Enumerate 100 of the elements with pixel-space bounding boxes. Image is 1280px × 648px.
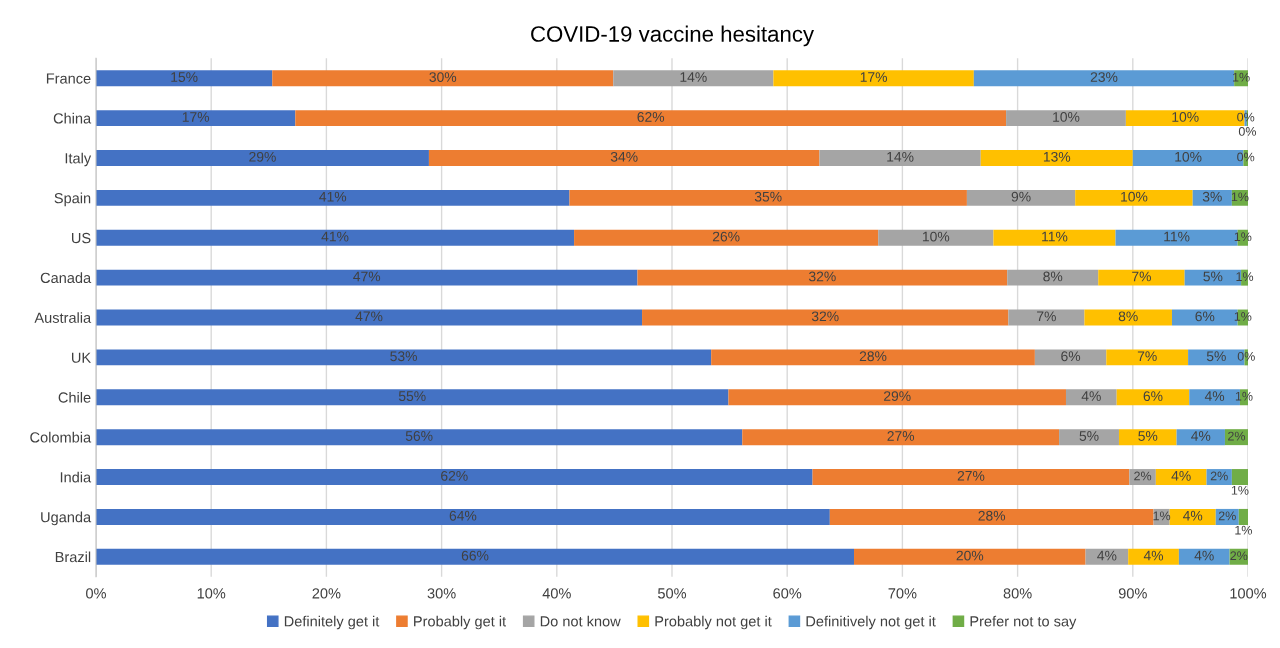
data-label: 62% xyxy=(441,470,468,481)
x-tick-label: 60% xyxy=(773,588,802,599)
data-label: 2% xyxy=(1210,471,1228,481)
data-label: 30% xyxy=(429,72,457,82)
y-tick-label: France xyxy=(46,73,91,84)
data-label: 17% xyxy=(182,112,210,122)
bar xyxy=(96,70,273,87)
legend-label: Prefer not to say xyxy=(970,615,1077,630)
bar xyxy=(854,548,1086,565)
y-tick-label: Chile xyxy=(58,391,91,403)
data-label: 4% xyxy=(1081,391,1101,401)
data-label: 8% xyxy=(1043,271,1063,282)
data-label: 5% xyxy=(1206,351,1226,362)
data-label: 10% xyxy=(1121,191,1148,202)
y-tick-label: UK xyxy=(72,352,91,363)
bar xyxy=(1098,269,1185,286)
data-label: 0% xyxy=(1237,152,1255,162)
bar xyxy=(96,429,743,446)
y-tick-label: Australia xyxy=(34,312,92,323)
x-tick-label: 80% xyxy=(1003,588,1032,599)
data-label: 6% xyxy=(1061,351,1081,362)
bar xyxy=(642,309,1009,326)
data-label: 4% xyxy=(1182,510,1203,521)
data-label: 41% xyxy=(319,191,347,202)
data-label: 1% xyxy=(1153,511,1171,521)
chart-title: COVID-19 vaccine hesitancy xyxy=(531,25,814,47)
x-tick-label: 20% xyxy=(312,588,341,599)
data-label: 1% xyxy=(1231,485,1249,495)
y-tick-label: India xyxy=(60,471,92,483)
bar xyxy=(980,150,1133,166)
legend-label: Probably get it xyxy=(414,615,506,630)
bar xyxy=(1231,469,1248,485)
data-label: 29% xyxy=(884,391,911,401)
bar xyxy=(295,110,1007,127)
y-tick-label: US xyxy=(72,232,91,244)
data-label: 10% xyxy=(1053,112,1080,122)
bar xyxy=(1169,508,1216,525)
bar xyxy=(819,150,981,166)
data-label: 14% xyxy=(680,72,707,82)
bar xyxy=(728,389,1066,406)
data-label: 8% xyxy=(1118,311,1138,322)
x-tick-label: 0% xyxy=(86,588,107,599)
bar xyxy=(1129,469,1156,485)
bar xyxy=(96,189,570,206)
bar xyxy=(1007,269,1099,286)
bar xyxy=(993,229,1116,246)
legend-label: Definitely get it xyxy=(284,615,380,630)
bar xyxy=(1238,508,1248,525)
data-label: 0% xyxy=(1237,351,1255,361)
data-label: 28% xyxy=(978,510,1006,521)
bar xyxy=(1065,389,1117,406)
bar xyxy=(1118,429,1177,446)
bar xyxy=(878,229,994,246)
data-label: 10% xyxy=(1175,151,1202,162)
y-tick-label: Spain xyxy=(54,192,91,207)
data-label: 41% xyxy=(321,231,349,242)
x-tick-label: 40% xyxy=(542,588,571,599)
data-label: 2% xyxy=(1218,511,1236,521)
data-label: 7% xyxy=(1037,311,1056,322)
data-label: 64% xyxy=(449,510,477,521)
data-label: 2% xyxy=(1230,551,1248,561)
data-label: 5% xyxy=(1203,271,1223,282)
bar xyxy=(1006,110,1126,127)
data-label: 55% xyxy=(398,391,426,401)
bar xyxy=(96,110,296,127)
data-label: 2% xyxy=(1228,431,1246,441)
data-label: 1% xyxy=(1235,525,1252,535)
bar xyxy=(1178,548,1230,565)
data-label: 32% xyxy=(808,271,836,282)
data-label: 4% xyxy=(1191,431,1211,441)
data-label: 7% xyxy=(1137,351,1157,362)
bar xyxy=(96,389,729,406)
data-label: 4% xyxy=(1204,391,1225,401)
y-tick-label: China xyxy=(53,112,92,124)
bar xyxy=(96,469,813,485)
data-label: 7% xyxy=(1132,271,1151,282)
data-label: 2% xyxy=(1134,471,1152,481)
x-tick-label: 70% xyxy=(888,588,917,599)
bar xyxy=(96,508,830,525)
bar xyxy=(96,548,855,565)
data-label: 11% xyxy=(1164,231,1190,242)
legend-label: Definitively not get it xyxy=(806,615,936,630)
data-label: 4% xyxy=(1194,550,1214,561)
x-tick-label: 50% xyxy=(657,588,687,599)
data-label: 0% xyxy=(1238,126,1257,136)
data-label: 11% xyxy=(1042,231,1068,242)
data-label: 27% xyxy=(887,431,915,441)
bar xyxy=(1106,349,1189,366)
data-label: 47% xyxy=(353,271,381,282)
data-label: 14% xyxy=(887,151,914,162)
bar xyxy=(569,189,967,206)
data-label: 6% xyxy=(1195,311,1215,322)
data-label: 1% xyxy=(1236,272,1254,281)
data-label: 13% xyxy=(1043,151,1071,162)
bar xyxy=(428,150,820,166)
bar xyxy=(1176,429,1225,446)
data-label: 56% xyxy=(405,431,433,441)
bar xyxy=(829,508,1154,525)
bar xyxy=(711,349,1035,366)
data-label: 15% xyxy=(171,72,198,82)
